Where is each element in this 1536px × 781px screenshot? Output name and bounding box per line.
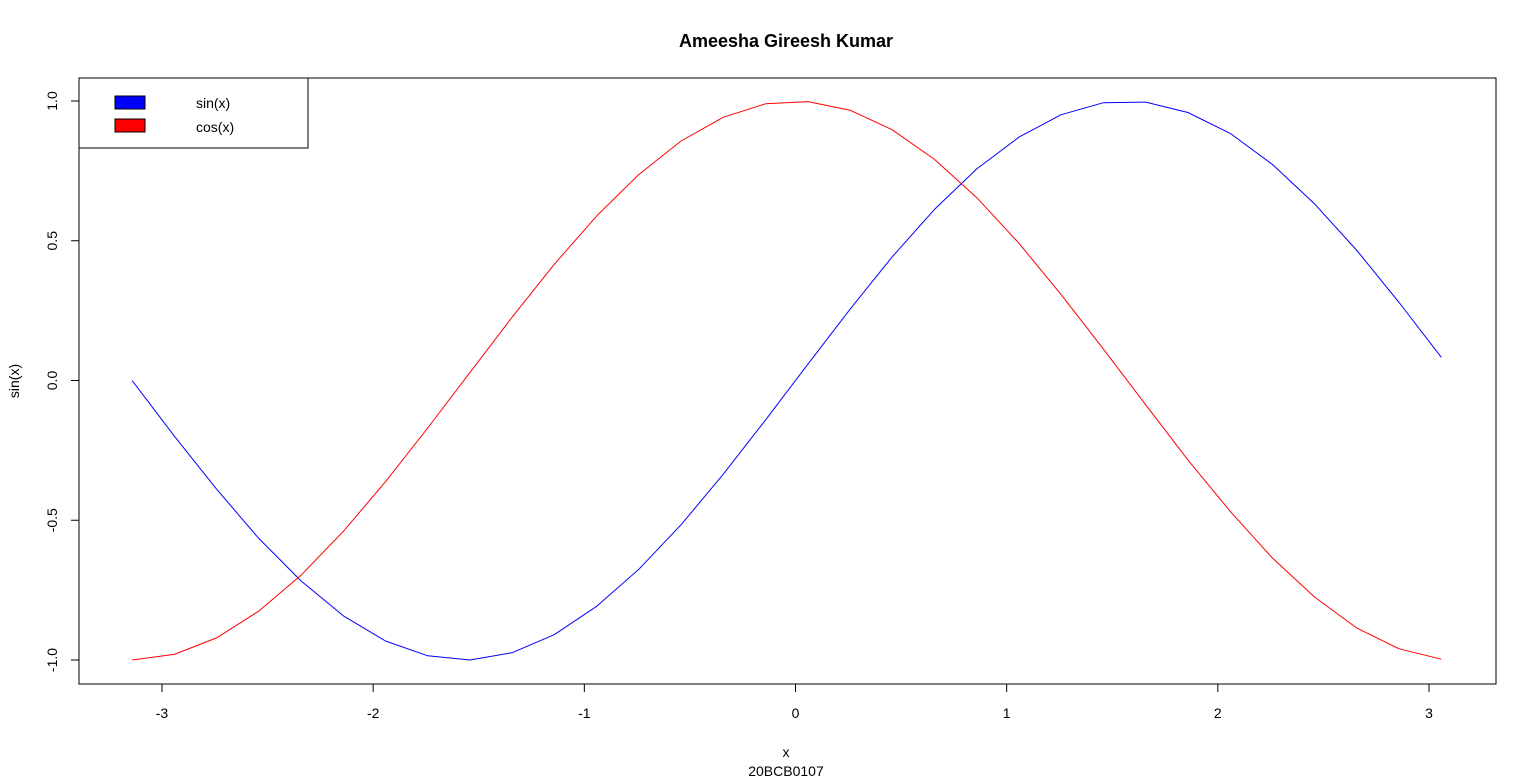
chart-title: Ameesha Gireesh Kumar: [679, 31, 893, 51]
legend-swatch-sin: [114, 95, 146, 110]
x-tick-label: -3: [156, 705, 169, 721]
y-tick-label: 0.0: [44, 371, 60, 391]
x-tick-label: -2: [367, 705, 380, 721]
x-tick-label: -1: [578, 705, 591, 721]
x-axis-label: x: [783, 744, 790, 760]
legend-label-sin: sin(x): [196, 95, 230, 111]
y-tick-label: -1.0: [44, 648, 60, 672]
x-tick-label: 2: [1214, 705, 1222, 721]
y-tick-label: 0.5: [44, 231, 60, 251]
x-axis: -3 -2 -1 0 1 2 3: [156, 683, 1433, 721]
x-tick-label: 0: [792, 705, 800, 721]
legend-swatch-cos: [114, 118, 146, 133]
x-tick-label: 1: [1003, 705, 1011, 721]
x-axis-subtitle: 20BCB0107: [748, 763, 824, 779]
y-axis: -1.0 -0.5 0.0 0.5 1.0: [44, 91, 80, 672]
series-layer: [131, 101, 1442, 661]
y-tick-label: 1.0: [44, 91, 60, 111]
x-tick-label: 3: [1425, 705, 1433, 721]
y-axis-label: sin(x): [6, 364, 22, 398]
series-line-sin: [131, 101, 1442, 661]
plot-frame: [78, 77, 1497, 685]
legend-label-cos: cos(x): [196, 119, 234, 135]
legend-box: [78, 77, 309, 149]
series-line-cos: [132, 101, 1442, 661]
y-tick-label: -0.5: [44, 508, 60, 532]
legend: sin(x) cos(x): [78, 77, 309, 149]
